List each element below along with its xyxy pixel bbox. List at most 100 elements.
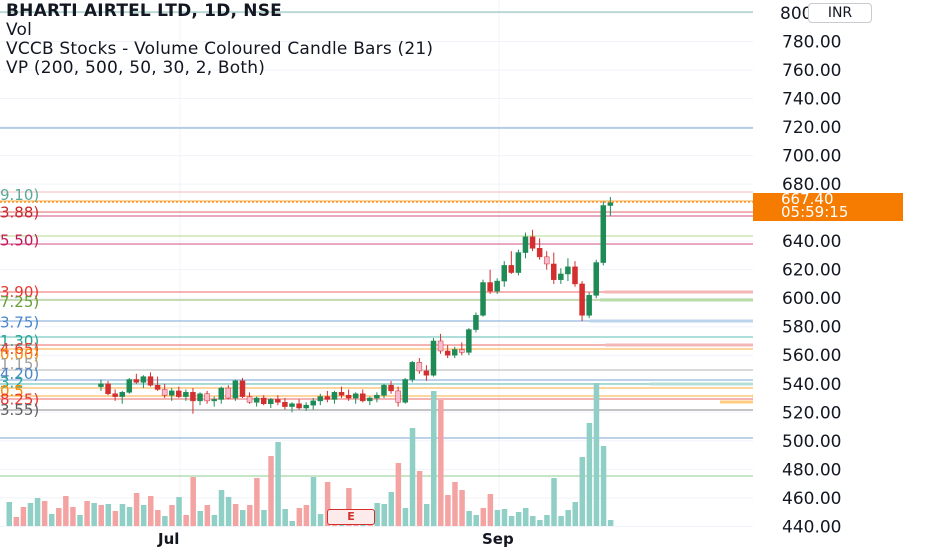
volume-bar [13,517,20,526]
volume-bar [140,505,147,526]
chart-legend: BHARTI AIRTEL LTD, 1D, NSE Vol VCCB Stoc… [6,2,433,78]
volume-bar [303,505,310,526]
volume-bar [296,508,303,526]
candle-body [204,393,210,402]
volume-bar [34,498,41,526]
level-price-label: 5.50) [0,231,39,249]
candle-body [409,362,416,380]
candle-body [508,265,515,273]
candle-body [522,236,529,253]
candle-body [451,349,458,356]
last-price-label: 667.40 05:59:15 [753,192,903,221]
candle-body [289,403,295,407]
volume-bar [232,504,239,526]
volume-bar [20,507,27,526]
candle-body [430,340,437,376]
volume-bar [572,502,578,526]
volume-bar [218,490,225,526]
candle-body [572,266,578,285]
volume-bar [169,505,175,526]
x-axis-label-jul: Jul [158,530,180,548]
level-price-label: 1.15) [0,355,39,373]
volume-bar [551,478,557,526]
volume-bar [416,471,423,526]
volume-bar [388,492,395,526]
volume-bar [239,510,246,526]
volume-bar [268,456,274,526]
level-price-label: 3.55) [0,401,39,419]
candle-body [473,315,479,330]
volume-bar [310,477,317,526]
candle-body [345,394,352,399]
volume-bar [261,510,267,526]
volume-bar [487,494,494,526]
volume-bar [112,511,119,526]
level-price-label: 4.65) [0,340,39,358]
volume-bar [91,503,97,526]
volume-bar [374,503,380,526]
volume-bar [459,490,465,526]
volume-bar [197,511,204,526]
volume-bar [423,504,430,526]
candle-body [437,340,444,352]
volume-bar [480,508,487,526]
candle-body [232,380,239,399]
candle-body [360,393,366,402]
y-axis-tick-label: 700.00 [782,147,841,167]
candle-body [607,202,614,206]
candle-body [331,392,338,400]
x-axis-label-sep: Sep [482,530,514,548]
volume-bar [77,515,83,526]
earnings-badge[interactable]: E [327,509,375,525]
candle-body [310,400,316,406]
candle-body [133,379,140,383]
volume-bar [27,503,34,526]
volume-bar [225,497,232,526]
y-axis-tick-label: 720.00 [782,118,841,138]
volume-bar [544,515,550,526]
candle-body [352,393,359,399]
candle-body [176,390,182,397]
volume-bar [558,516,564,526]
volume-bar [204,505,211,526]
candle-body [515,252,522,273]
volume-bar [176,497,182,526]
volume-bar [119,504,126,526]
candle-body [593,262,599,296]
volume-bar [289,521,295,526]
level-price-label: 0.5 [0,382,24,400]
candle-body [183,392,189,397]
volume-bar [254,478,260,526]
candle-body [466,329,472,353]
currency-button[interactable]: INR [808,3,872,23]
candle-body [444,350,451,356]
volume-bar [522,508,529,526]
candle-body [260,397,267,404]
candle-body [558,273,564,280]
candle-body [338,392,345,396]
candle-body [112,393,118,397]
candle-body [168,390,175,396]
candle-body [402,379,408,403]
level-price-label: 3.90) [0,283,39,301]
volume-bar [148,496,154,526]
candle-body [105,383,111,394]
volume-bar [324,482,331,526]
volume-bar [431,391,437,526]
level-price-label: 9.10) [0,186,39,204]
level-price-label: 3.75) [0,313,39,331]
candle-body [119,392,125,397]
level-price-label: 8.25) [0,390,39,408]
level-price-label: 3.88) [0,204,39,222]
volume-bar [381,504,387,526]
volume-bar [593,383,600,526]
volume-bar [56,508,62,526]
candle-body [268,399,274,404]
candle-body [416,362,423,372]
volume-bar [162,516,168,526]
volume-bar [579,457,586,526]
volume-bar [607,520,614,526]
bar-countdown: 05:59:15 [781,203,849,221]
